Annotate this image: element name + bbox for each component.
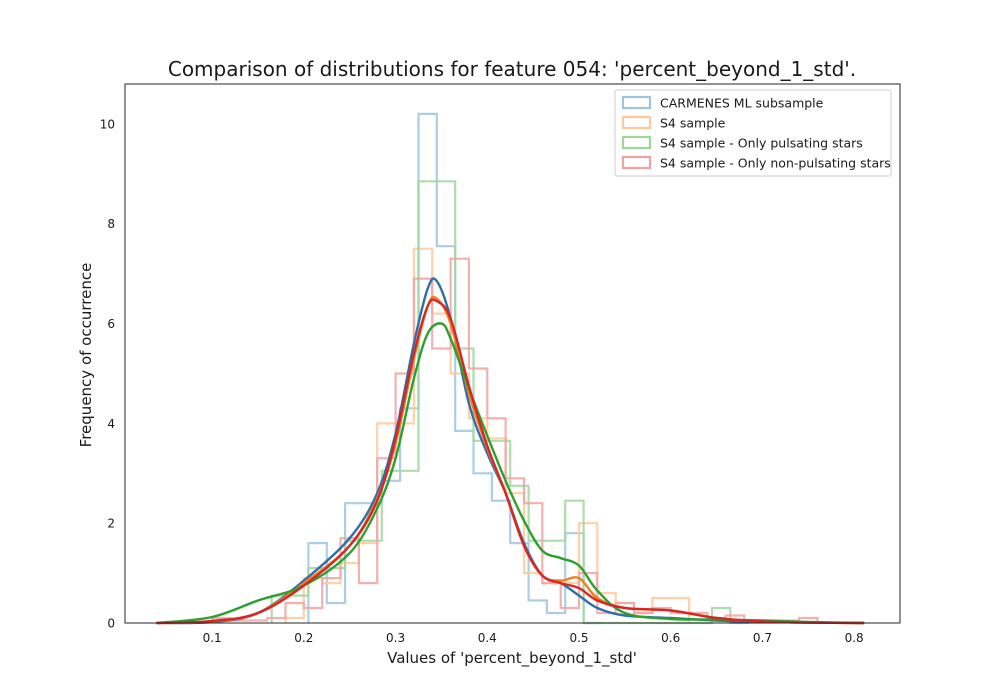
histogram-step-series-4 <box>211 257 819 623</box>
x-tick-label: 0.3 <box>386 631 405 645</box>
y-axis-label: Frequency of occurrence <box>77 263 95 448</box>
x-tick-label: 0.4 <box>478 631 497 645</box>
legend-label-series-2: S4 sample <box>660 116 726 131</box>
x-axis-label: Values of 'percent_beyond_1_std' <box>387 649 637 668</box>
chart-title: Comparison of distributions for feature … <box>168 57 856 81</box>
y-tick-label: 4 <box>107 417 115 431</box>
legend-label-series-1: CARMENES ML subsample <box>660 96 824 111</box>
histogram-step-series-3 <box>270 180 749 625</box>
y-tick-label: 10 <box>100 117 115 131</box>
x-tick-label: 0.1 <box>203 631 222 645</box>
x-tick-label: 0.6 <box>661 631 680 645</box>
y-tick-label: 2 <box>107 517 115 531</box>
x-tick-label: 0.7 <box>753 631 772 645</box>
x-axis-ticks: 0.1 0.2 0.3 0.4 0.5 0.6 0.7 0.8 <box>203 631 864 645</box>
kde-line-series-3 <box>155 322 865 625</box>
y-tick-label: 0 <box>107 617 115 631</box>
legend-swatch-series-4 <box>621 155 652 170</box>
legend-box <box>614 89 892 177</box>
kde-line-series-4 <box>155 298 865 625</box>
legend-label-series-3: S4 sample - Only pulsating stars <box>660 136 863 151</box>
plot-frame <box>124 83 901 624</box>
x-tick-label: 0.8 <box>845 631 864 645</box>
legend-swatch-series-1 <box>621 95 652 110</box>
legend: CARMENES ML subsample S4 sample S4 sample … <box>614 89 892 177</box>
x-tick-label: 0.5 <box>569 631 588 645</box>
plot-area <box>155 112 865 625</box>
y-tick-label: 8 <box>107 217 115 231</box>
legend-label-series-4: S4 sample - Only non-pulsating stars <box>660 156 891 171</box>
y-tick-label: 6 <box>107 317 115 331</box>
legend-swatch-series-3 <box>621 135 652 150</box>
y-axis-ticks: 0 2 4 6 8 10 <box>100 117 115 630</box>
legend-swatch-series-2 <box>621 115 652 130</box>
x-tick-label: 0.2 <box>294 631 313 645</box>
